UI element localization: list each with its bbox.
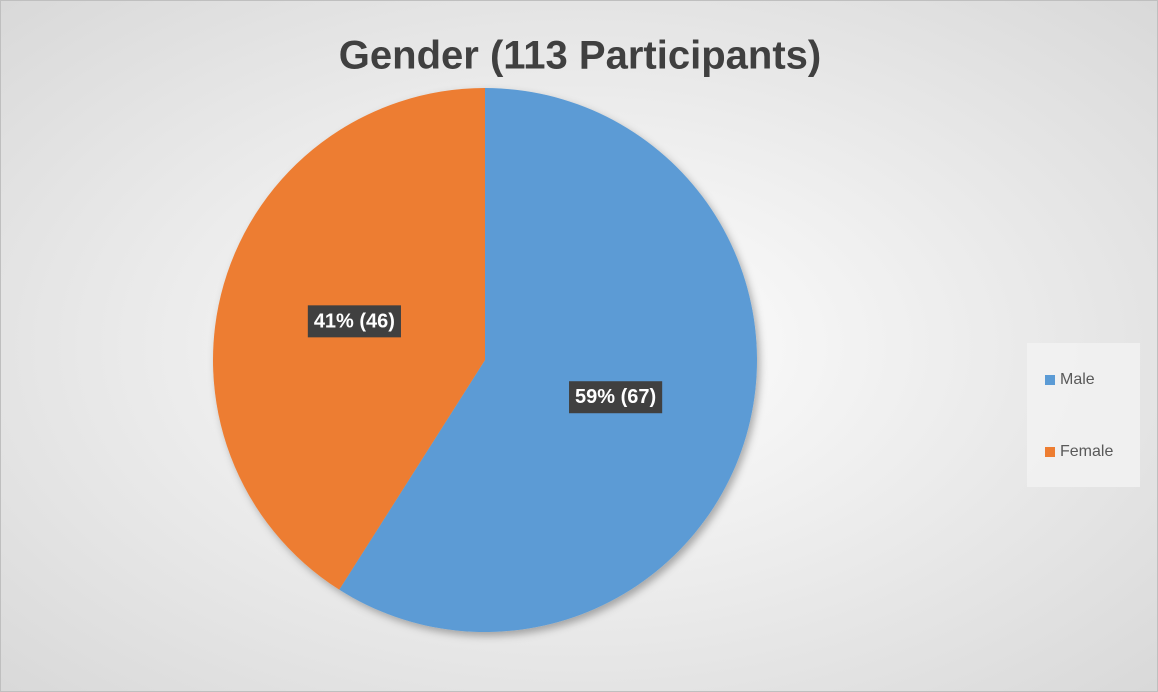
legend-box xyxy=(1027,343,1140,487)
data-label: 41% (46) xyxy=(314,310,395,332)
chart-title: Gender (113 Participants) xyxy=(339,34,821,78)
legend-swatch xyxy=(1045,447,1055,457)
data-label-box xyxy=(569,381,663,414)
legend-swatch xyxy=(1045,375,1055,385)
pie xyxy=(213,87,758,633)
pie-slice xyxy=(339,87,758,633)
legend-label: Female xyxy=(1060,443,1113,460)
data-label-box xyxy=(307,305,401,338)
legend-label: Male xyxy=(1060,371,1095,388)
data-label: 59% (67) xyxy=(575,386,656,408)
pie-slice xyxy=(213,88,485,590)
